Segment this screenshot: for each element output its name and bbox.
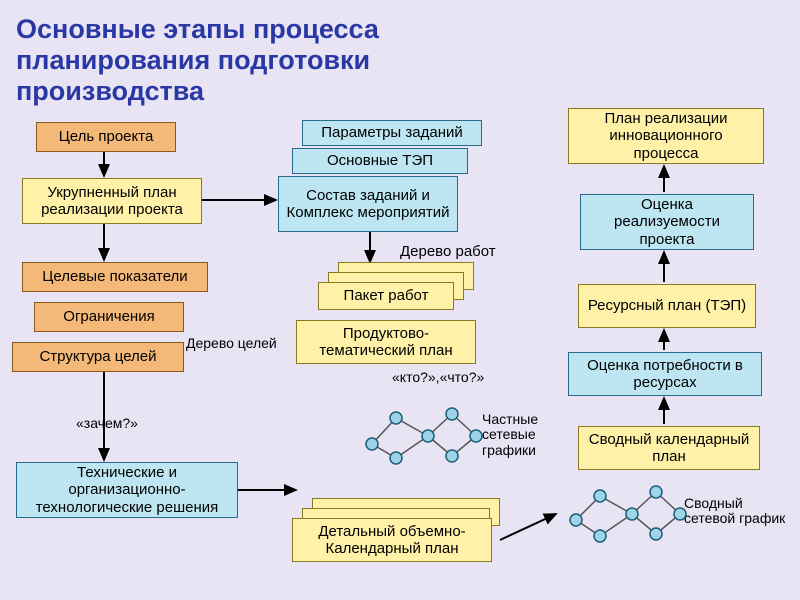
lbl-chast: Частные сетевые графики	[482, 412, 592, 458]
lbl-zachem: «зачем?»	[76, 416, 138, 431]
box-prod: Продуктово-тематический план	[296, 320, 476, 364]
lbl-kto-chto: «кто?»,«что?»	[392, 370, 484, 385]
network-net1	[352, 396, 482, 476]
box-bigplan: Укрупненный план реализации проекта	[22, 178, 202, 224]
box-params: Параметры заданий	[302, 120, 482, 146]
lbl-derevo-celei: Дерево целей	[186, 336, 277, 351]
box-goal: Цель проекта	[36, 122, 176, 152]
box-tech: Технические и организационно-технологиче…	[16, 462, 238, 518]
diagram-title: Основные этапы процесса планирования под…	[16, 14, 516, 107]
box-det1: Детальный объемно-Календарный план	[292, 518, 492, 562]
box-goalstr: Структура целей	[12, 342, 184, 372]
lbl-derevo-rabot: Дерево работ	[400, 244, 496, 261]
box-limits: Ограничения	[34, 302, 184, 332]
arrow-a11	[500, 514, 556, 540]
box-packet1: Пакет работ	[318, 282, 454, 310]
box-ocenka: Оценка реализуемости проекта	[580, 194, 754, 250]
box-resplan: Ресурсный план (ТЭП)	[578, 284, 756, 328]
box-targets: Целевые показатели	[22, 262, 208, 292]
box-potreb: Оценка потребности в ресурсах	[568, 352, 762, 396]
box-planreal: План реализации инновационного процесса	[568, 108, 764, 164]
diagram-stage: Основные этапы процесса планирования под…	[0, 0, 800, 600]
lbl-svod-net: Сводный сетевой график	[684, 496, 794, 527]
box-zadcomp: Состав заданий и Комплекс мероприятий	[278, 176, 458, 232]
box-svod: Сводный календарный план	[578, 426, 760, 470]
box-tep: Основные ТЭП	[292, 148, 468, 174]
network-net2	[558, 474, 688, 554]
